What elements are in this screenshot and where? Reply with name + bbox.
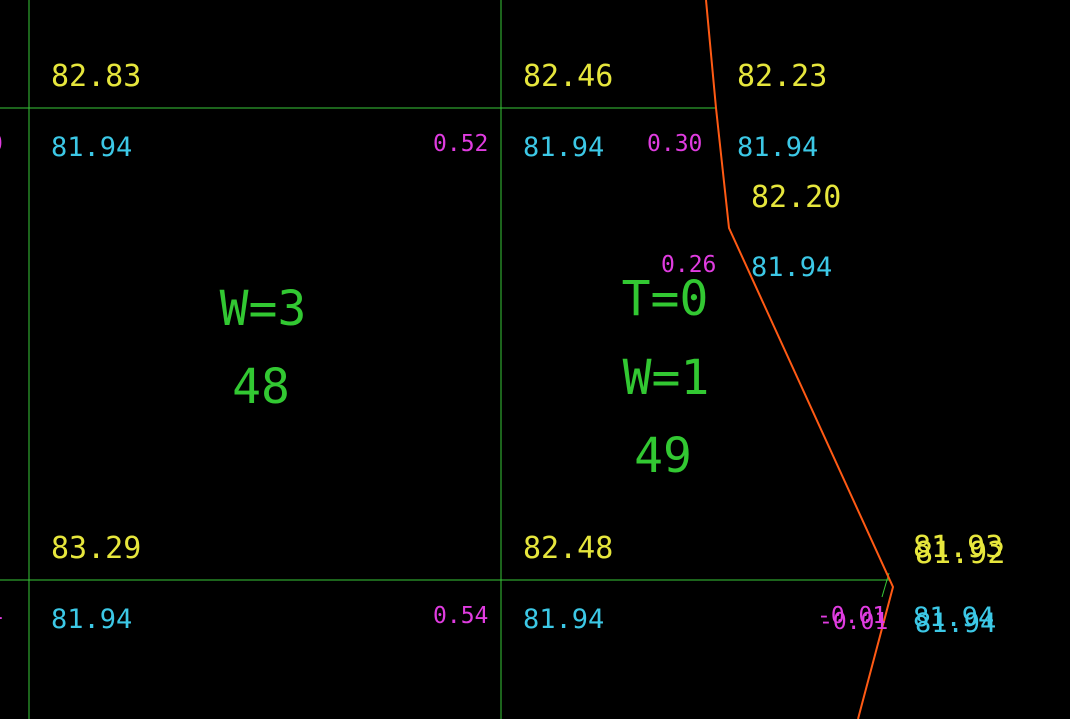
cut-fill-label-edge-fragment: 0 <box>0 131 3 157</box>
existing-elevation-label: 81.94 <box>913 602 994 633</box>
existing-elevation-label: 81.94 <box>523 132 604 163</box>
design-elevation-label: 83.29 <box>51 531 141 566</box>
cut-fill-label: -0.01 <box>819 609 888 635</box>
existing-elevation-label: 81.94 <box>51 604 132 635</box>
cut-fill-label: 0.26 <box>661 252 716 278</box>
cut-fill-label-edge-fragment: 4 <box>0 603 3 629</box>
design-elevation-label: 82.46 <box>523 59 613 94</box>
block-number-label: 49 <box>634 428 692 484</box>
cut-fill-label: 0.54 <box>433 603 488 629</box>
design-elevation-label: 81.93 <box>913 530 1003 565</box>
design-elevation-label: 82.23 <box>737 59 827 94</box>
existing-elevation-label: 81.94 <box>915 608 996 639</box>
boundary-line <box>705 0 895 719</box>
block-weight-label: W=3 <box>220 281 307 337</box>
existing-elevation-label: 81.94 <box>523 604 604 635</box>
design-elevation-label: 82.20 <box>751 180 841 215</box>
block-weight-label: W=1 <box>623 350 710 406</box>
block-type-label: T=0 <box>622 271 709 327</box>
cut-fill-label: -0.01 <box>817 603 886 629</box>
design-elevation-label: 82.48 <box>523 531 613 566</box>
existing-elevation-label: 81.94 <box>737 132 818 163</box>
existing-elevation-label: 81.94 <box>51 132 132 163</box>
design-elevation-label: 82.83 <box>51 59 141 94</box>
block-number-label: 48 <box>232 359 290 415</box>
cut-fill-label: 0.52 <box>433 131 488 157</box>
existing-elevation-label: 81.94 <box>751 252 832 283</box>
design-elevation-label: 81.92 <box>915 536 1005 571</box>
cut-fill-label: 0.30 <box>647 131 702 157</box>
